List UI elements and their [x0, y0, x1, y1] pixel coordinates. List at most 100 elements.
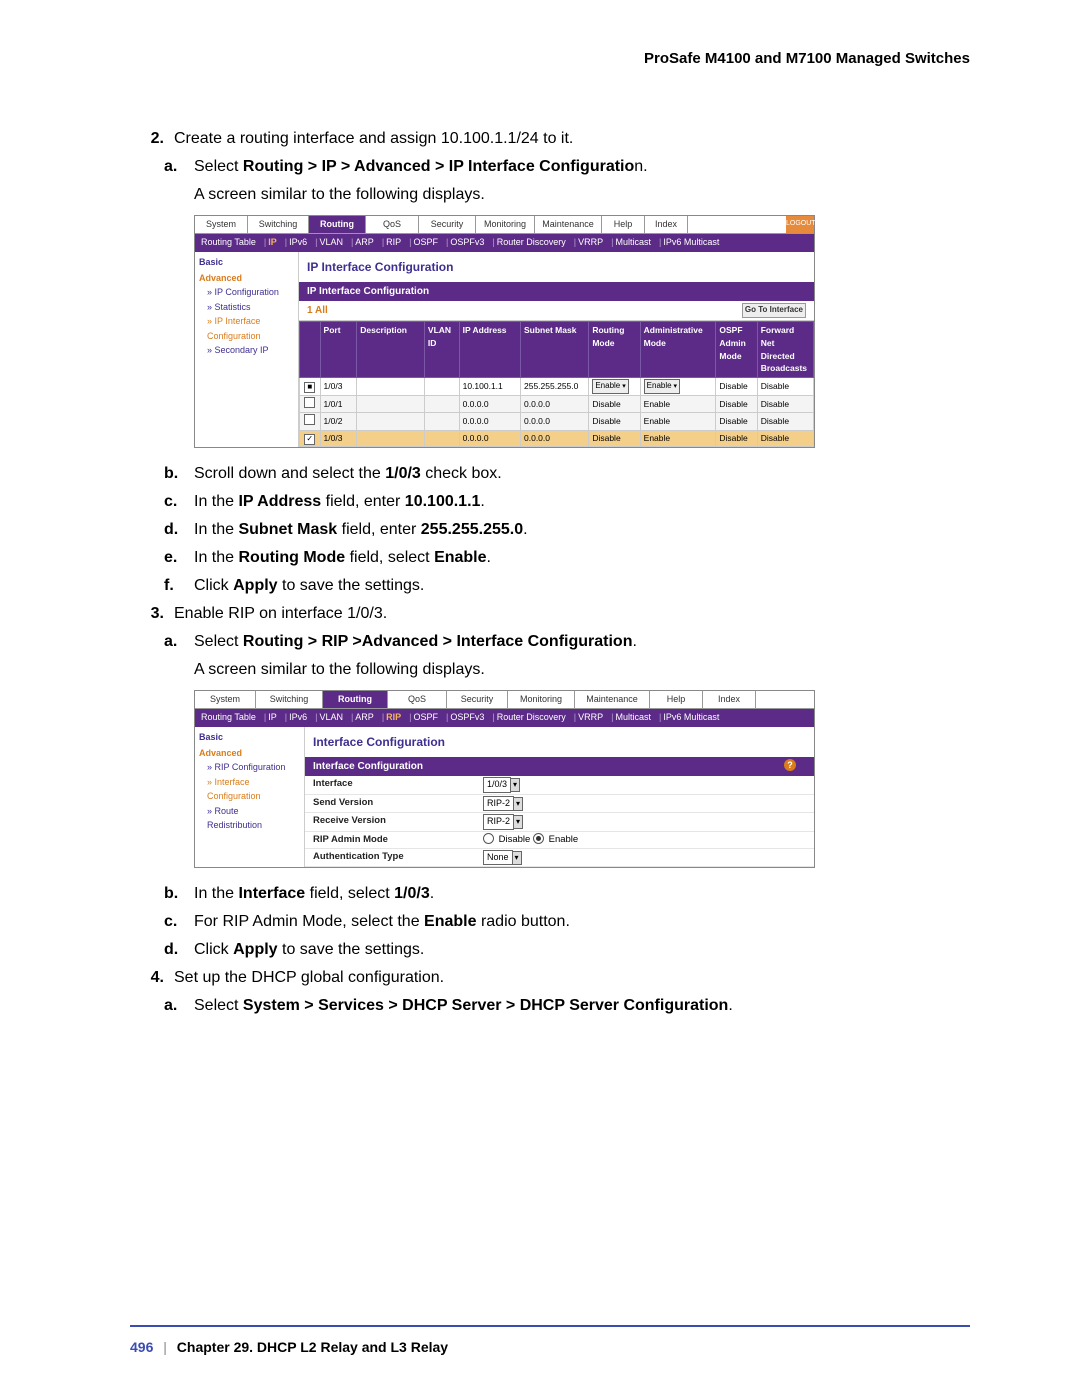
radio-disable[interactable] — [483, 833, 494, 844]
subtab-ospf[interactable]: OSPF — [414, 711, 439, 725]
column-header: Description — [357, 322, 425, 378]
config-row: Authentication TypeNone▾ — [305, 849, 814, 868]
tab-index[interactable]: Index — [645, 216, 688, 233]
sub-tabs: Routing Table|IP|IPv6|VLAN|ARP|RIP|OSPF|… — [195, 234, 814, 252]
tab-system[interactable]: System — [195, 216, 248, 233]
chevron-down-icon[interactable]: ▾ — [513, 851, 522, 865]
tab-qos[interactable]: QoS — [366, 216, 419, 233]
help-icon[interactable]: ? — [784, 759, 796, 771]
sidebar-item[interactable]: Configuration — [207, 790, 300, 804]
dropdown-receive-version[interactable]: RIP-2 — [483, 814, 514, 830]
subtab-multicast[interactable]: Multicast — [615, 236, 651, 250]
column-header: IP Address — [459, 322, 520, 378]
dropdown-send-version[interactable]: RIP-2 — [483, 796, 514, 812]
subtab-vrrp[interactable]: VRRP — [578, 236, 603, 250]
subtab-ip[interactable]: IP — [268, 236, 277, 250]
tab-switching[interactable]: Switching — [256, 691, 323, 708]
subtab-routing-table[interactable]: Routing Table — [201, 711, 256, 725]
subtab-vrrp[interactable]: VRRP — [578, 711, 603, 725]
subtab-ipv6[interactable]: IPv6 — [289, 711, 307, 725]
mode-select[interactable]: Enable — [592, 379, 628, 394]
table-row: 1/0/10.0.0.00.0.0.0DisableEnableDisableD… — [300, 395, 814, 413]
substep-text: In the Subnet Mask field, enter 255.255.… — [194, 518, 970, 542]
subtab-rip[interactable]: RIP — [386, 236, 401, 250]
substep-letter: c. — [164, 490, 194, 514]
tab-switching[interactable]: Switching — [248, 216, 309, 233]
row-checkbox[interactable]: ✓ — [304, 434, 315, 445]
dropdown-authentication-type[interactable]: None — [483, 850, 513, 866]
mode-select[interactable]: Enable — [644, 379, 680, 394]
tab-routing[interactable]: Routing — [323, 691, 388, 708]
tab-system[interactable]: System — [195, 691, 256, 708]
subtab-vlan[interactable]: VLAN — [319, 711, 343, 725]
subtab-ipv6-multicast[interactable]: IPv6 Multicast — [663, 236, 719, 250]
subtab-ipv6[interactable]: IPv6 — [289, 236, 307, 250]
tab-security[interactable]: Security — [419, 216, 476, 233]
substep-letter: d. — [164, 938, 194, 962]
substep-text: Select Routing > RIP >Advanced > Interfa… — [194, 630, 970, 654]
subtab-ospfv3[interactable]: OSPFv3 — [450, 711, 484, 725]
substep-letter: a. — [164, 994, 194, 1018]
subtab-arp[interactable]: ARP — [355, 236, 374, 250]
chevron-down-icon[interactable]: ▾ — [514, 797, 523, 811]
substep-text: For RIP Admin Mode, select the Enable ra… — [194, 910, 970, 934]
tab-monitoring[interactable]: Monitoring — [476, 216, 535, 233]
tab-help[interactable]: Help — [650, 691, 703, 708]
sidebar-item[interactable]: » IP Configuration — [207, 286, 294, 300]
tab-maintenance[interactable]: Maintenance — [535, 216, 602, 233]
tab-help[interactable]: Help — [602, 216, 645, 233]
sidebar-item[interactable]: » Secondary IP — [207, 344, 294, 358]
logout-button[interactable]: LOGOUT — [786, 216, 814, 233]
subtab-router-discovery[interactable]: Router Discovery — [497, 711, 566, 725]
tab-qos[interactable]: QoS — [388, 691, 447, 708]
top-tabs: SystemSwitchingRoutingQoSSecurityMonitor… — [195, 216, 814, 234]
row-checkbox[interactable] — [304, 414, 315, 425]
chevron-down-icon[interactable]: ▾ — [514, 815, 523, 829]
substep-text: Scroll down and select the 1/0/3 check b… — [194, 462, 970, 486]
row-checkbox[interactable] — [304, 397, 315, 408]
step-number: 3. — [130, 602, 174, 626]
row-checkbox[interactable]: ■ — [304, 382, 315, 393]
sidebar-item[interactable]: » Statistics — [207, 301, 294, 315]
subtab-vlan[interactable]: VLAN — [319, 236, 343, 250]
config-label: Authentication Type — [313, 850, 483, 866]
subtab-routing-table[interactable]: Routing Table — [201, 236, 256, 250]
sidebar-item[interactable]: » Interface — [207, 776, 300, 790]
table-row: ✓1/0/30.0.0.00.0.0.0DisableEnableDisable… — [300, 431, 814, 447]
tab-routing[interactable]: Routing — [309, 216, 366, 233]
sidebar-item[interactable]: Configuration — [207, 330, 294, 344]
substep-letter: a. — [164, 155, 194, 179]
interface-table: PortDescriptionVLAN IDIP AddressSubnet M… — [299, 321, 814, 447]
step-text: Enable RIP on interface 1/0/3. — [174, 602, 970, 626]
subtab-ipv6-multicast[interactable]: IPv6 Multicast — [663, 711, 719, 725]
step-text: Create a routing interface and assign 10… — [174, 127, 970, 151]
radio-enable[interactable] — [533, 833, 544, 844]
chevron-down-icon[interactable]: ▾ — [511, 778, 520, 792]
screen-msg: A screen similar to the following displa… — [194, 658, 970, 682]
dropdown-interface[interactable]: 1/0/3 — [483, 777, 511, 793]
sidebar-item[interactable]: » RIP Configuration — [207, 761, 300, 775]
column-header: Port — [320, 322, 357, 378]
subtab-ospf[interactable]: OSPF — [414, 236, 439, 250]
subtab-arp[interactable]: ARP — [355, 711, 374, 725]
subtab-ip[interactable]: IP — [268, 711, 277, 725]
sidebar: Basic Advanced » IP Configuration» Stati… — [195, 252, 299, 447]
subtab-ospfv3[interactable]: OSPFv3 — [450, 236, 484, 250]
sidebar-item[interactable]: » IP Interface — [207, 315, 294, 329]
section-header: Interface Configuration ? — [305, 757, 814, 776]
sidebar-item[interactable]: Redistribution — [207, 819, 300, 833]
subtab-router-discovery[interactable]: Router Discovery — [497, 236, 566, 250]
tab-monitoring[interactable]: Monitoring — [508, 691, 575, 708]
sidebar: Basic Advanced » RIP Configuration» Inte… — [195, 727, 305, 867]
sidebar-item[interactable]: » Route — [207, 805, 300, 819]
config-label: Send Version — [313, 796, 483, 812]
tab-maintenance[interactable]: Maintenance — [575, 691, 650, 708]
tab-security[interactable]: Security — [447, 691, 508, 708]
subtab-multicast[interactable]: Multicast — [615, 711, 651, 725]
column-header — [300, 322, 321, 378]
footer-rule — [130, 1325, 970, 1327]
tab-index[interactable]: Index — [703, 691, 756, 708]
subtab-rip[interactable]: RIP — [386, 711, 401, 725]
substep-letter: b. — [164, 882, 194, 906]
goto-interface[interactable]: Go To Interface — [742, 303, 806, 318]
